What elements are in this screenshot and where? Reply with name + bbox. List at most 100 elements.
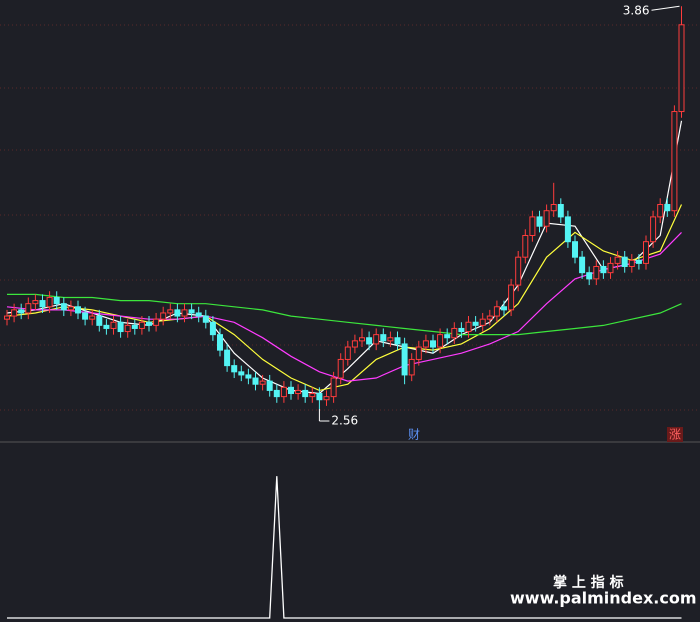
candle-body <box>373 334 380 345</box>
candle-body <box>628 259 635 267</box>
candle-body <box>202 315 209 323</box>
candle-body <box>359 337 365 342</box>
marker-left: 财 <box>408 428 420 442</box>
candle-body <box>238 371 245 376</box>
candle-body <box>124 324 131 333</box>
candle-body <box>153 318 160 326</box>
candle-body <box>167 309 174 314</box>
candle-body <box>451 327 458 339</box>
candle-body <box>600 265 607 274</box>
watermark-url: www.palmindex.com <box>510 589 697 608</box>
candle-body <box>217 334 223 351</box>
candle-body <box>671 111 678 212</box>
candle-body <box>82 312 89 320</box>
candle-body <box>67 306 74 311</box>
candle-body <box>245 374 252 379</box>
candle-body <box>330 377 337 398</box>
candle-body <box>188 309 195 314</box>
grid <box>0 24 700 411</box>
candle-body <box>103 324 110 329</box>
candle-body <box>259 380 266 385</box>
watermark-title: 掌 上 指 标 <box>553 574 624 591</box>
candle-body <box>195 312 202 317</box>
candle-body <box>25 303 32 314</box>
candle-body <box>635 259 642 264</box>
candle-body <box>302 389 309 398</box>
candle-body <box>572 241 578 258</box>
candle-body <box>472 321 479 326</box>
candle-body <box>288 386 294 395</box>
candle-body <box>614 256 621 264</box>
candle-body <box>209 321 216 336</box>
candle-body <box>75 306 81 314</box>
candle-body <box>586 272 593 280</box>
candle-body <box>493 306 500 317</box>
high-label: 3.86 <box>623 4 650 18</box>
candle-body <box>394 337 401 345</box>
candle-body <box>146 321 152 326</box>
candle-body <box>486 315 493 320</box>
candle-body <box>110 321 117 329</box>
candle-body <box>621 256 628 267</box>
candle-body <box>543 210 550 227</box>
candle-body <box>501 306 507 311</box>
candle-body <box>522 234 529 258</box>
candle-body <box>430 340 436 348</box>
candle-body <box>380 334 387 342</box>
candle-body <box>657 204 664 218</box>
candle-body <box>4 315 10 320</box>
candle-body <box>515 256 522 286</box>
candle-body <box>415 346 422 360</box>
candle-body <box>444 334 451 339</box>
candle-body <box>295 389 302 395</box>
candle-body <box>557 204 564 218</box>
candle-body <box>387 337 394 342</box>
candle-body <box>160 312 167 320</box>
ma-line <box>7 293 682 336</box>
candle-body <box>266 380 273 391</box>
candle-body <box>337 358 344 379</box>
candle-body <box>550 204 557 212</box>
candle-body <box>60 303 67 311</box>
low-label: 2.56 <box>331 414 358 428</box>
candle-body <box>593 265 600 280</box>
candle-body <box>89 315 96 320</box>
candle-body <box>252 377 259 385</box>
candle-body <box>323 396 330 401</box>
candle-body <box>224 349 231 367</box>
candle-body <box>11 309 18 317</box>
candle-body <box>664 204 671 212</box>
candle-body <box>650 216 657 243</box>
candle-body <box>280 386 287 398</box>
candle-body <box>131 324 138 329</box>
candle-body <box>422 340 429 348</box>
ma-line <box>6 231 682 382</box>
candle-body <box>309 393 316 398</box>
candle-body <box>181 309 188 317</box>
candle-body <box>458 327 465 333</box>
candle-body <box>465 321 472 333</box>
candle-body <box>53 296 60 305</box>
candle-body <box>408 358 415 376</box>
candle-body <box>273 389 280 398</box>
candle-body <box>18 309 25 314</box>
candle-body <box>437 334 444 348</box>
candle-body <box>344 346 351 360</box>
candle-body <box>579 256 586 274</box>
marker-right: 涨 <box>669 427 681 442</box>
candle-body <box>366 337 373 345</box>
candle-body <box>138 321 145 329</box>
candle-body <box>39 300 46 308</box>
candle-body <box>401 343 408 376</box>
candle-body <box>529 216 536 236</box>
candle-body <box>46 296 53 308</box>
candle-body <box>678 24 685 113</box>
candle-body <box>564 216 571 243</box>
candle-body <box>32 300 39 305</box>
high-arrow <box>651 5 680 11</box>
indicator-line <box>7 476 682 619</box>
marker-box <box>667 427 683 442</box>
candle-body <box>351 340 358 348</box>
candle-body <box>607 262 614 274</box>
